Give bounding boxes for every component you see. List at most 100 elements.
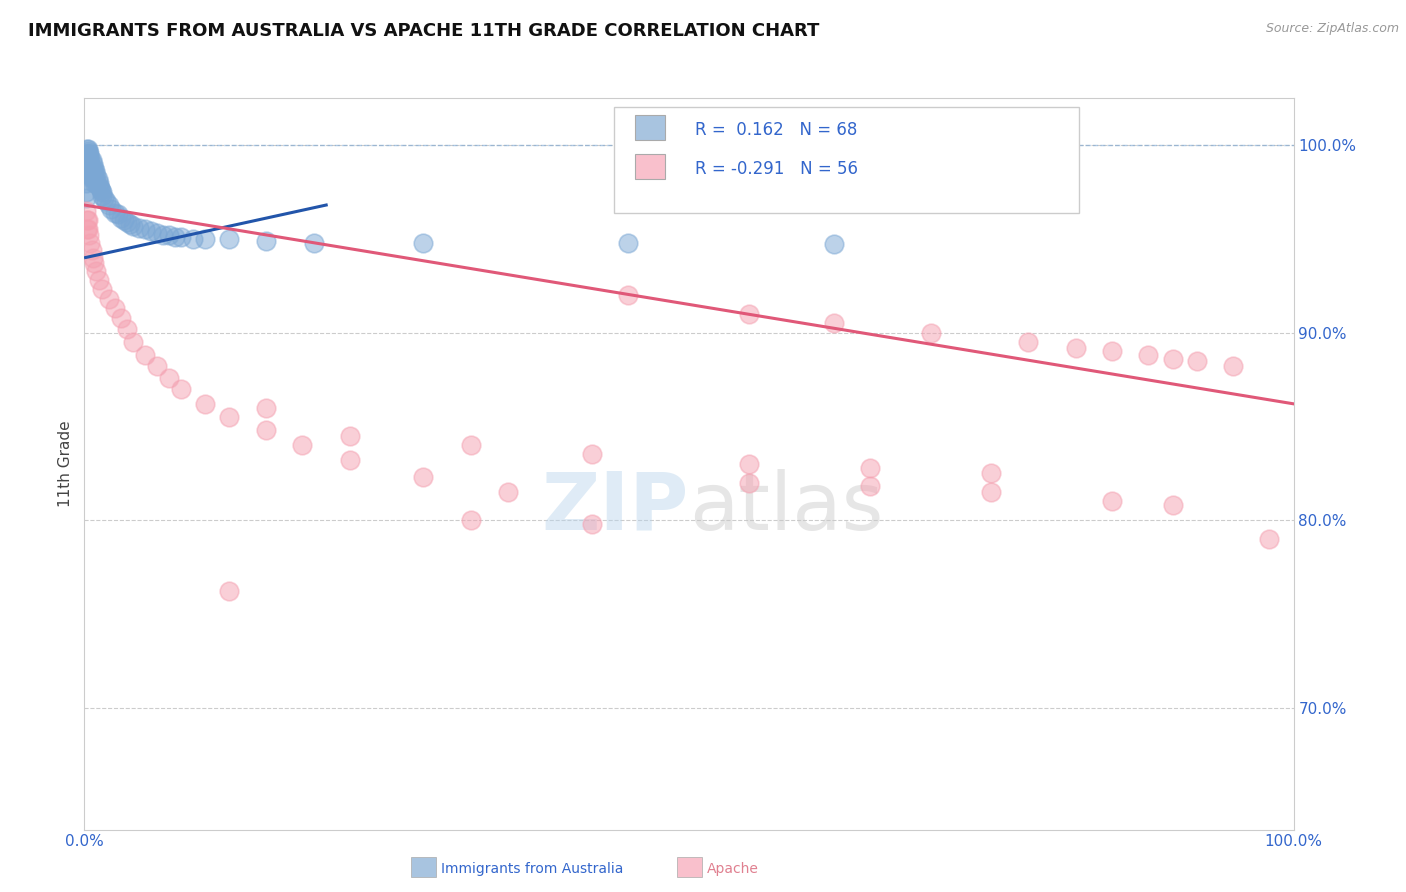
- Point: [76, 213, 98, 227]
- Point: [77, 157, 100, 171]
- Point: [79, 157, 101, 171]
- Point: [218, 584, 240, 599]
- Point: [79, 162, 101, 177]
- Point: [83, 176, 105, 190]
- Point: [87, 176, 110, 190]
- Point: [218, 232, 240, 246]
- Point: [77, 161, 100, 175]
- Point: [77, 213, 100, 227]
- Point: [89, 181, 111, 195]
- Point: [77, 147, 100, 161]
- Point: [86, 263, 108, 277]
- Point: [617, 288, 640, 302]
- Point: [86, 176, 108, 190]
- Point: [254, 234, 277, 248]
- Point: [254, 423, 277, 437]
- Point: [581, 447, 603, 461]
- Point: [80, 166, 103, 180]
- Point: [1101, 344, 1123, 359]
- Point: [1017, 334, 1039, 349]
- Point: [80, 161, 103, 175]
- Point: [1101, 494, 1123, 508]
- Point: [75, 185, 97, 199]
- Point: [82, 171, 104, 186]
- Point: [194, 397, 217, 411]
- Point: [79, 151, 101, 165]
- Point: [97, 198, 120, 212]
- Point: [112, 213, 135, 227]
- Point: [1137, 348, 1160, 362]
- Point: [77, 144, 100, 158]
- Point: [254, 401, 277, 415]
- Point: [115, 322, 138, 336]
- Point: [75, 203, 97, 218]
- Point: [1161, 351, 1184, 366]
- Point: [1222, 359, 1244, 374]
- Point: [128, 220, 150, 235]
- Point: [1258, 532, 1281, 546]
- Point: [170, 230, 193, 244]
- Point: [100, 202, 122, 216]
- Point: [77, 142, 100, 156]
- Text: R = -0.291   N = 56: R = -0.291 N = 56: [695, 160, 858, 178]
- Point: [87, 179, 110, 194]
- Point: [76, 222, 98, 236]
- Text: Immigrants from Australia: Immigrants from Australia: [441, 862, 623, 876]
- Point: [107, 207, 129, 221]
- Point: [97, 292, 120, 306]
- Point: [83, 161, 105, 175]
- Point: [157, 370, 180, 384]
- Point: [110, 310, 132, 325]
- Point: [76, 157, 98, 171]
- Text: Apache: Apache: [707, 862, 759, 876]
- Point: [77, 151, 100, 165]
- Point: [738, 307, 761, 321]
- Text: IMMIGRANTS FROM AUSTRALIA VS APACHE 11TH GRADE CORRELATION CHART: IMMIGRANTS FROM AUSTRALIA VS APACHE 11TH…: [28, 22, 820, 40]
- Point: [83, 168, 105, 182]
- Point: [80, 153, 103, 167]
- Point: [110, 211, 132, 226]
- Point: [93, 190, 115, 204]
- Point: [76, 142, 98, 156]
- Point: [91, 282, 114, 296]
- Point: [1185, 353, 1208, 368]
- Point: [120, 217, 142, 231]
- Point: [79, 235, 101, 250]
- Point: [152, 227, 174, 242]
- Point: [79, 168, 101, 182]
- Point: [181, 232, 204, 246]
- Point: [75, 190, 97, 204]
- Point: [823, 316, 845, 330]
- Point: [339, 453, 361, 467]
- Point: [115, 215, 138, 229]
- Point: [82, 164, 104, 178]
- Point: [980, 485, 1002, 500]
- Point: [84, 164, 107, 178]
- Point: [1161, 498, 1184, 512]
- Point: [738, 457, 761, 471]
- Point: [339, 428, 361, 442]
- Point: [859, 460, 882, 475]
- Point: [165, 230, 187, 244]
- Point: [82, 251, 104, 265]
- Text: ZIP: ZIP: [541, 468, 689, 547]
- Point: [139, 224, 162, 238]
- Point: [218, 409, 240, 424]
- Point: [194, 232, 217, 246]
- Point: [76, 166, 98, 180]
- Point: [94, 194, 117, 209]
- Point: [91, 185, 114, 199]
- Point: [134, 348, 156, 362]
- Point: [1064, 341, 1087, 355]
- Point: [84, 171, 107, 186]
- Point: [121, 219, 143, 233]
- Text: atlas: atlas: [689, 468, 883, 547]
- Text: R =  0.162   N = 68: R = 0.162 N = 68: [695, 120, 858, 138]
- Point: [104, 301, 127, 315]
- Point: [77, 149, 100, 163]
- Point: [980, 467, 1002, 481]
- Point: [80, 243, 103, 257]
- Point: [738, 475, 761, 490]
- Point: [76, 147, 98, 161]
- Point: [87, 273, 110, 287]
